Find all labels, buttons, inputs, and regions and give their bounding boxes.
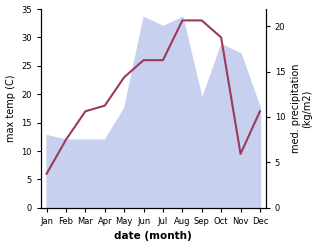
Y-axis label: med. precipitation
(kg/m2): med. precipitation (kg/m2) <box>291 64 313 153</box>
Y-axis label: max temp (C): max temp (C) <box>5 75 16 142</box>
X-axis label: date (month): date (month) <box>114 231 192 242</box>
